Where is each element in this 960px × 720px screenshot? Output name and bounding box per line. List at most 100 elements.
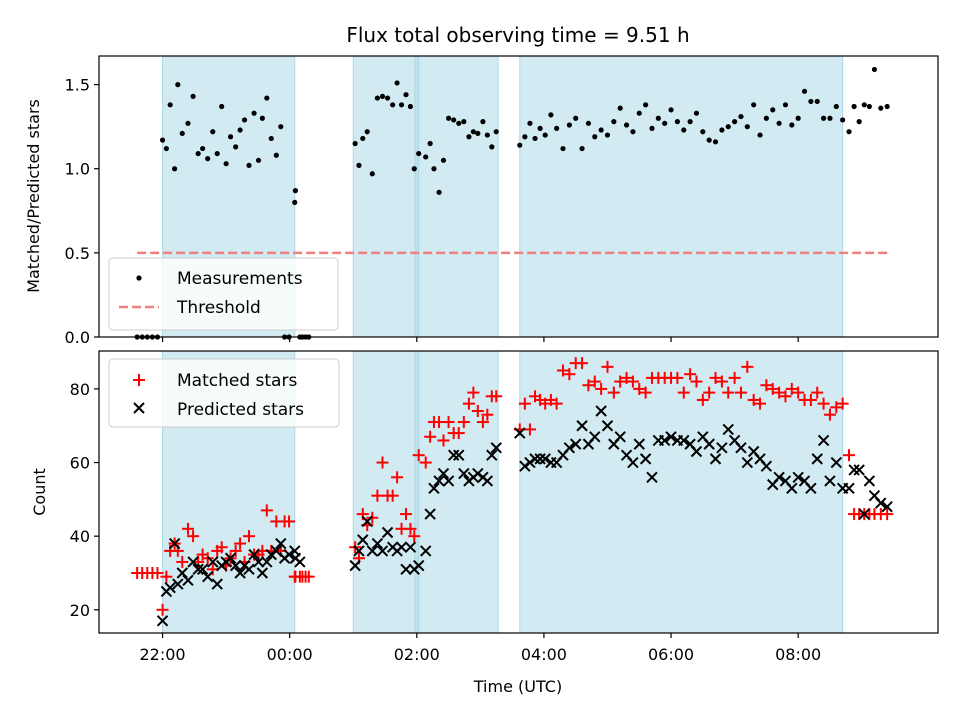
matched-point [595, 382, 608, 395]
measurement-point [489, 144, 495, 150]
x-tick-label: 00:00 [267, 645, 313, 664]
ratio-panel: 0.0 0.5 1.0 1.5 Matched/Predicted stars Mea… [24, 55, 939, 347]
y-tick-label: 1.0 [65, 160, 90, 179]
measurement-point [725, 124, 731, 130]
matched-point [804, 393, 817, 406]
measurement-point [643, 102, 649, 108]
matched-point [576, 357, 589, 370]
measurement-point [451, 117, 457, 123]
matched-point [424, 430, 437, 443]
matched-point [588, 375, 601, 388]
measurement-point [878, 105, 884, 111]
measurement-point [223, 161, 229, 167]
predicted-point [404, 541, 417, 553]
matched-point [684, 368, 697, 381]
matched-point [462, 397, 475, 410]
predicted-point [589, 431, 601, 443]
predicted-point [275, 537, 287, 550]
measurement-point [573, 115, 579, 121]
legend-matched-label: Matched stars [177, 371, 297, 391]
measurement-point [241, 117, 248, 123]
measurement-point [542, 132, 548, 138]
measurement-point [884, 103, 890, 110]
matched-point [518, 397, 531, 410]
matched-point [734, 386, 747, 399]
predicted-point [786, 482, 798, 495]
measurement-point [560, 145, 566, 152]
measurement-point [475, 130, 481, 137]
matched-point [811, 386, 824, 399]
measurement-point [814, 98, 820, 105]
predicted-point [678, 434, 690, 447]
matched-point [391, 471, 404, 484]
matched-point [614, 375, 627, 388]
top-y-ticks: 0.0 0.5 1.0 1.5 [65, 76, 99, 347]
measurement-point [440, 157, 447, 163]
measurement-point [172, 166, 178, 172]
matched-point [490, 390, 503, 403]
measurement-point [548, 112, 554, 118]
measurement-point [566, 122, 572, 128]
predicted-point [447, 449, 460, 461]
measurement-point [712, 139, 719, 145]
matched-point [881, 508, 894, 521]
matched-point [709, 371, 722, 384]
measurement-point [636, 110, 642, 116]
predicted-point [514, 427, 526, 439]
predicted-point [486, 449, 498, 461]
predicted-point [848, 464, 860, 476]
matched-point [181, 522, 194, 535]
predicted-point [376, 545, 389, 557]
shaded-interval-2 [352, 350, 420, 634]
top-x-ticks [161, 337, 799, 342]
measurement-point [662, 120, 668, 126]
matched-point [442, 416, 455, 429]
measurement-point [390, 102, 396, 108]
measurement-point [466, 134, 472, 140]
measurement-point [630, 129, 636, 135]
predicted-point [453, 449, 465, 461]
predicted-point [490, 442, 502, 454]
predicted-point [811, 453, 823, 465]
measurement-point [833, 103, 839, 110]
predicted-point [256, 567, 269, 579]
predicted-point [437, 467, 450, 480]
measurement-point [681, 127, 687, 133]
measurement-point [861, 102, 867, 108]
y-tick-label: 40 [70, 527, 90, 546]
predicted-point [658, 434, 671, 447]
measurement-point [866, 103, 872, 110]
measurement-point [623, 122, 630, 128]
measurement-point [379, 93, 386, 99]
predicted-point [442, 475, 455, 487]
measurement-point [369, 171, 375, 177]
measurement-point [185, 120, 191, 126]
measurement-point [655, 115, 661, 121]
predicted-point [760, 460, 773, 472]
matched-point [160, 570, 173, 583]
measurement-point [445, 115, 452, 121]
predicted-point [627, 456, 639, 469]
predicted-point [243, 563, 255, 576]
predicted-point [400, 563, 412, 576]
top-legend-box [108, 257, 339, 331]
shaded-interval-2 [352, 55, 420, 338]
matched-point [722, 386, 735, 399]
measurement-point [292, 199, 298, 205]
predicted-point [539, 453, 551, 465]
measurement-point [278, 124, 284, 130]
bottom-legend-box [108, 358, 340, 428]
matched-point [376, 456, 389, 469]
predicted-point [646, 471, 658, 483]
x-tick-label: 02:00 [394, 645, 440, 664]
measurement-point [167, 102, 173, 108]
measurement-point [532, 135, 538, 142]
measurement-point [255, 157, 262, 163]
matched-point [229, 544, 242, 557]
predicted-point [843, 482, 855, 495]
matched-point [696, 393, 709, 406]
bottom-y-axis-label: Count [30, 468, 49, 516]
x-axis-label: Time (UTC) [473, 677, 562, 696]
measurement-point [456, 120, 462, 126]
bottom-y-ticks: 20 40 60 80 [70, 380, 99, 620]
